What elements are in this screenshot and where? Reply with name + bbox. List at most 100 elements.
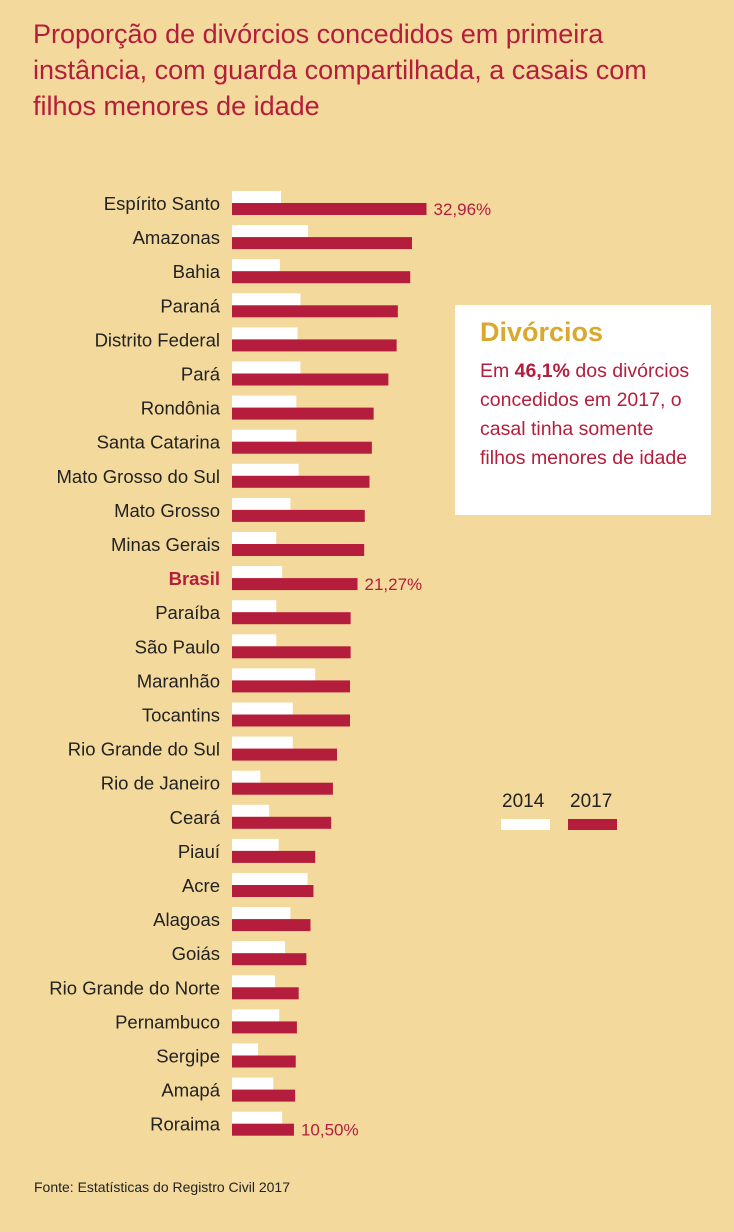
bar-2017-roraima — [232, 1123, 294, 1136]
bar-2014-goias — [232, 941, 286, 954]
bar-2014-parana — [232, 293, 301, 306]
category-label-piaui: Piauí — [178, 841, 221, 862]
bar-2014-mato-grosso-do-sul — [232, 463, 299, 476]
bar-2014-brasil — [232, 566, 283, 579]
bar-2014-tocantins — [232, 702, 293, 715]
bar-2014-rio-grande-do-norte — [232, 975, 276, 988]
bar-2014-sao-paulo — [232, 634, 277, 647]
bar-2017-tocantins — [232, 714, 351, 727]
bar-2014-acre — [232, 873, 308, 885]
category-label-rondonia: Rondônia — [141, 398, 221, 419]
bar-2017-para — [232, 373, 389, 386]
note-body: Em 46,1% dos divórcios concedidos em 201… — [480, 357, 701, 473]
bar-2017-rio-grande-do-sul — [232, 748, 338, 761]
bar-2017-mato-grosso-do-sul — [232, 475, 370, 488]
legend-swatch-2014 — [501, 819, 550, 830]
category-label-maranhao: Maranhão — [137, 670, 220, 691]
category-label-alagoas: Alagoas — [153, 909, 220, 930]
legend-label-2014: 2014 — [502, 791, 545, 812]
bar-2014-distrito-federal — [232, 327, 298, 340]
bar-2014-rio-grande-do-sul — [232, 736, 293, 749]
bar-2014-pernambuco — [232, 1009, 280, 1022]
bar-2017-minas-gerais — [232, 544, 365, 556]
bar-2017-rio-grande-do-norte — [232, 987, 299, 1000]
bar-2014-para — [232, 361, 301, 374]
bar-2014-rondonia — [232, 395, 297, 408]
value-label-brasil: 21,27% — [365, 575, 423, 594]
bar-2017-santa-catarina — [232, 441, 372, 454]
category-label-bahia: Bahia — [173, 261, 221, 282]
category-label-ceara: Ceará — [170, 807, 221, 828]
bar-2017-bahia — [232, 271, 411, 284]
bar-2017-ceara — [232, 816, 332, 829]
divorce-note-box: Divórcios Em 46,1% dos divórcios concedi… — [455, 305, 711, 515]
bar-2014-rio-de-janeiro — [232, 770, 261, 783]
bar-2017-rio-de-janeiro — [232, 782, 333, 795]
category-label-santa-catarina: Santa Catarina — [97, 432, 221, 453]
bar-2017-amapa — [232, 1089, 296, 1102]
category-label-sao-paulo: São Paulo — [135, 636, 220, 657]
value-label-roraima: 10,50% — [301, 1121, 359, 1140]
note-text-before: Em — [480, 360, 515, 382]
bar-2017-paraiba — [232, 612, 351, 625]
bar-2017-espirito-santo — [232, 203, 427, 215]
legend-label-2017: 2017 — [570, 791, 613, 812]
bar-2017-distrito-federal — [232, 339, 397, 352]
bar-2014-mato-grosso — [232, 497, 291, 510]
bar-2017-mato-grosso — [232, 509, 365, 522]
bar-2017-amazonas — [232, 237, 412, 250]
category-label-goias: Goiás — [172, 943, 220, 964]
bar-2017-rondonia — [232, 407, 374, 420]
note-heading: Divórcios — [480, 317, 604, 347]
category-label-tocantins: Tocantins — [142, 705, 220, 726]
bar-2017-pernambuco — [232, 1021, 297, 1034]
bar-2017-goias — [232, 953, 307, 966]
category-label-mato-grosso: Mato Grosso — [114, 500, 220, 521]
bar-2014-minas-gerais — [232, 532, 277, 544]
bar-2017-parana — [232, 305, 398, 318]
bar-2017-sergipe — [232, 1055, 296, 1068]
note-value: 46,1% — [514, 360, 570, 382]
bar-2014-alagoas — [232, 907, 291, 920]
bar-2017-acre — [232, 885, 314, 897]
value-label-espirito-santo: 32,96% — [434, 200, 492, 219]
category-label-sergipe: Sergipe — [156, 1046, 220, 1067]
bar-2017-alagoas — [232, 919, 311, 932]
category-label-acre: Acre — [182, 875, 220, 896]
category-label-pernambuco: Pernambuco — [115, 1011, 220, 1032]
source-note: Fonte: Estatísticas do Registro Civil 20… — [34, 1179, 291, 1195]
bar-2014-santa-catarina — [232, 429, 297, 442]
category-label-espirito-santo: Espírito Santo — [104, 193, 220, 214]
bar-2014-ceara — [232, 804, 270, 817]
legend-swatch-2017 — [568, 819, 617, 830]
category-label-para: Pará — [181, 364, 221, 385]
bar-2017-maranhao — [232, 680, 351, 693]
category-label-rio-grande-do-norte: Rio Grande do Norte — [49, 977, 220, 998]
bar-2014-maranhao — [232, 668, 316, 681]
note-text-after: dos divórcios concedidos em 2017, o casa… — [480, 360, 690, 469]
category-label-minas-gerais: Minas Gerais — [111, 534, 220, 555]
bar-2014-roraima — [232, 1111, 283, 1124]
bar-2014-paraiba — [232, 600, 277, 613]
bar-2017-brasil — [232, 578, 358, 591]
bar-2014-sergipe — [232, 1043, 258, 1056]
category-label-distrito-federal: Distrito Federal — [95, 329, 220, 350]
category-label-brasil: Brasil — [169, 568, 220, 589]
category-label-amapa: Amapá — [161, 1080, 220, 1101]
category-label-amazonas: Amazonas — [133, 227, 220, 248]
bar-2014-amazonas — [232, 225, 309, 238]
category-label-parana: Paraná — [160, 295, 220, 316]
category-label-roraima: Roraima — [150, 1114, 221, 1135]
bar-2014-espirito-santo — [232, 191, 281, 203]
bar-2017-sao-paulo — [232, 646, 351, 659]
bar-2014-bahia — [232, 259, 280, 272]
category-label-rio-grande-do-sul: Rio Grande do Sul — [68, 739, 220, 760]
category-label-mato-grosso-do-sul: Mato Grosso do Sul — [57, 466, 221, 487]
chart-title: Proporção de divórcios concedidos em pri… — [33, 19, 647, 121]
category-label-paraiba: Paraíba — [155, 602, 221, 623]
bar-2014-amapa — [232, 1077, 274, 1090]
bar-2014-piaui — [232, 838, 279, 851]
bar-2017-piaui — [232, 850, 316, 863]
category-label-rio-de-janeiro: Rio de Janeiro — [101, 773, 220, 794]
